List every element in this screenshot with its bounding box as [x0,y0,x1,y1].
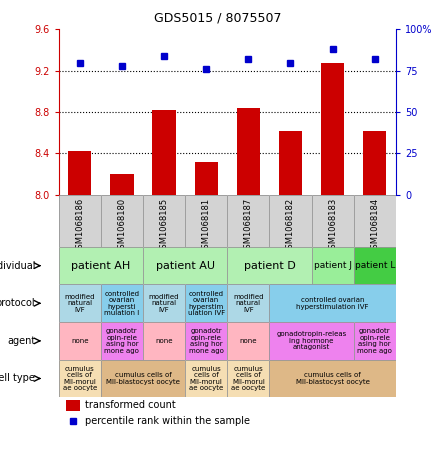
Text: GSM1068185: GSM1068185 [159,198,168,254]
Bar [110,174,133,195]
Text: GSM1068184: GSM1068184 [369,198,378,254]
Text: individual: individual [0,260,35,271]
Text: cumulus
cells of
MII-morul
ae oocyte: cumulus cells of MII-morul ae oocyte [62,366,97,391]
Text: modified
natural
IVF: modified natural IVF [233,294,263,313]
Text: cumulus
cells of
MII-morul
ae oocyte: cumulus cells of MII-morul ae oocyte [231,366,265,391]
Text: GSM1068187: GSM1068187 [243,198,252,254]
Text: cumulus cells of
MII-blastocyst oocyte: cumulus cells of MII-blastocyst oocyte [106,372,180,385]
Text: cumulus
cells of
MII-morul
ae oocyte: cumulus cells of MII-morul ae oocyte [189,366,223,391]
Text: patient L: patient L [354,261,394,270]
Bar [278,131,301,195]
Text: controlled ovarian
hyperstimulation IVF: controlled ovarian hyperstimulation IVF [296,297,368,309]
Text: patient AH: patient AH [71,260,130,271]
Text: transformed count: transformed count [85,400,176,410]
Text: none: none [239,338,256,344]
Text: patient D: patient D [243,260,295,271]
Text: GSM1068181: GSM1068181 [201,198,210,254]
Bar [236,108,260,195]
Text: controlled
ovarian
hyperstim
ulation IVF: controlled ovarian hyperstim ulation IVF [187,290,224,316]
Text: gonadotr
opin-rele
asing hor
mone ago: gonadotr opin-rele asing hor mone ago [104,328,139,354]
Text: controlled
ovarian
hypersti
mulation I: controlled ovarian hypersti mulation I [104,290,139,316]
Text: patient AU: patient AU [155,260,214,271]
Text: gonadotr
opin-rele
asing hor
mone ago: gonadotr opin-rele asing hor mone ago [188,328,223,354]
Text: none: none [155,338,172,344]
Bar [68,151,91,195]
Text: GSM1068180: GSM1068180 [117,198,126,254]
Bar [152,110,175,195]
Text: agent: agent [7,336,35,346]
Text: GSM1068182: GSM1068182 [285,198,294,254]
Bar [66,400,80,410]
Text: percentile rank within the sample: percentile rank within the sample [85,416,250,426]
Bar [362,131,385,195]
Text: cumulus cells of
MII-blastocyst oocyte: cumulus cells of MII-blastocyst oocyte [295,372,369,385]
Bar [194,162,217,195]
Text: patient J: patient J [313,261,351,270]
Text: GSM1068186: GSM1068186 [75,198,84,254]
Text: modified
natural
IVF: modified natural IVF [64,294,95,313]
Text: gonadotr
opin-rele
asing hor
mone ago: gonadotr opin-rele asing hor mone ago [356,328,391,354]
Text: GDS5015 / 8075507: GDS5015 / 8075507 [153,11,281,24]
Text: protocol: protocol [0,298,35,308]
Text: GSM1068183: GSM1068183 [327,198,336,254]
Text: modified
natural
IVF: modified natural IVF [148,294,179,313]
Text: gonadotropin-releas
ing hormone
antagonist: gonadotropin-releas ing hormone antagoni… [276,332,346,350]
Text: cell type: cell type [0,373,35,384]
Bar [320,63,343,195]
Text: none: none [71,338,89,344]
